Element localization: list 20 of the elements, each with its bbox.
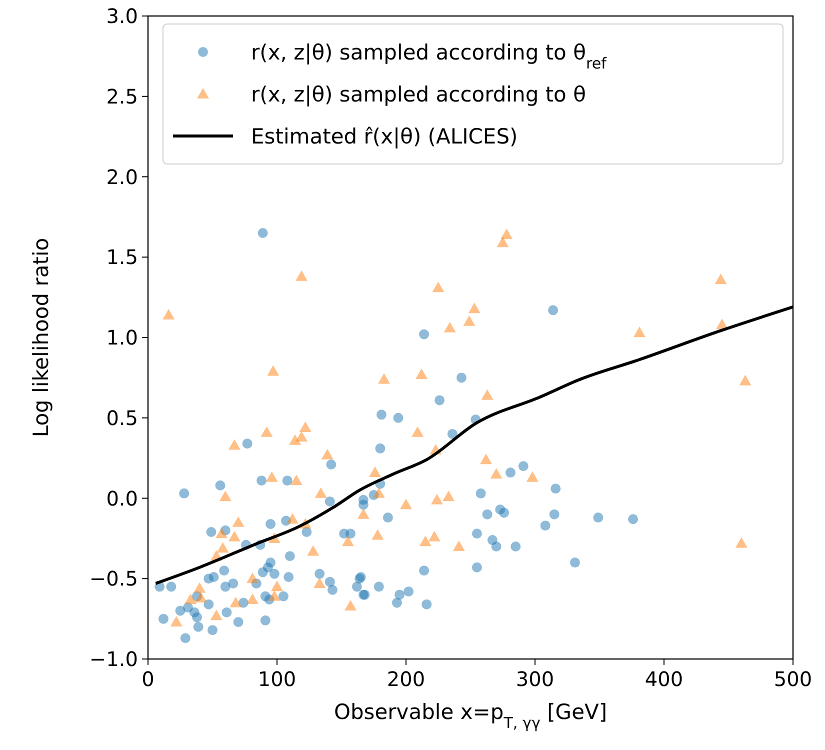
x-tick-label: 100 (258, 667, 296, 691)
y-tick-label: −1.0 (89, 647, 138, 671)
y-tick-label: 1.0 (106, 326, 138, 350)
x-tick-label: 400 (644, 667, 684, 691)
x-tick-label: 0 (142, 667, 154, 691)
legend-label: Estimated r̂(x|θ) (ALICES) (251, 124, 518, 148)
x-tick-label: 200 (386, 667, 426, 691)
y-tick-label: −0.5 (89, 566, 138, 591)
y-tick-label: 2.5 (106, 84, 138, 108)
x-axis-title: Observable x=p$_{T, γγ}$ [GeV] (334, 700, 608, 732)
x-tick-label: 500 (774, 667, 812, 691)
x-tick-label: 300 (516, 667, 554, 691)
y-tick-label: 1.5 (106, 245, 138, 270)
y-tick-label: 2.0 (106, 164, 138, 189)
legend-label: r(x, z|θ) sampled according to θ$_{ref}$ (251, 40, 608, 72)
legend-label: r(x, z|θ) sampled according to θ (251, 82, 586, 106)
y-tick-label: 0.5 (106, 406, 138, 430)
y-tick-label: 3.0 (106, 4, 138, 28)
y-tick-label: 0.0 (106, 486, 138, 510)
y-axis-title: Log likelihood ratio (29, 238, 53, 438)
